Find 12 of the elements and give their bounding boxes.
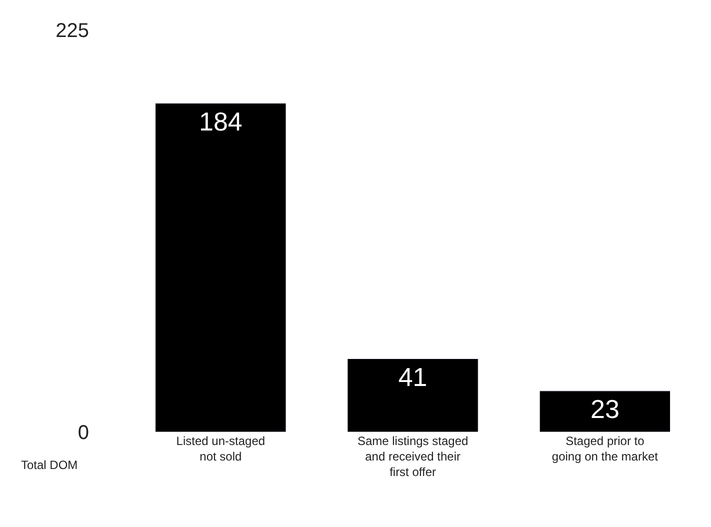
bar: [347, 358, 478, 432]
y-tick-label: 225: [56, 20, 89, 42]
y-axis-title: Total DOM: [21, 458, 78, 472]
data-label: 23: [590, 394, 620, 424]
x-tick-label: Listed un-staged not sold: [176, 434, 266, 464]
data-label: 184: [198, 106, 242, 136]
x-tick-label: Staged prior to going on the market: [552, 434, 659, 464]
data-label: 41: [398, 362, 428, 392]
bar: [539, 390, 671, 432]
x-tick-label: Same listings staged and received their first offer: [357, 434, 468, 480]
bar: [155, 103, 286, 432]
y-tick-label: 0: [78, 422, 89, 444]
